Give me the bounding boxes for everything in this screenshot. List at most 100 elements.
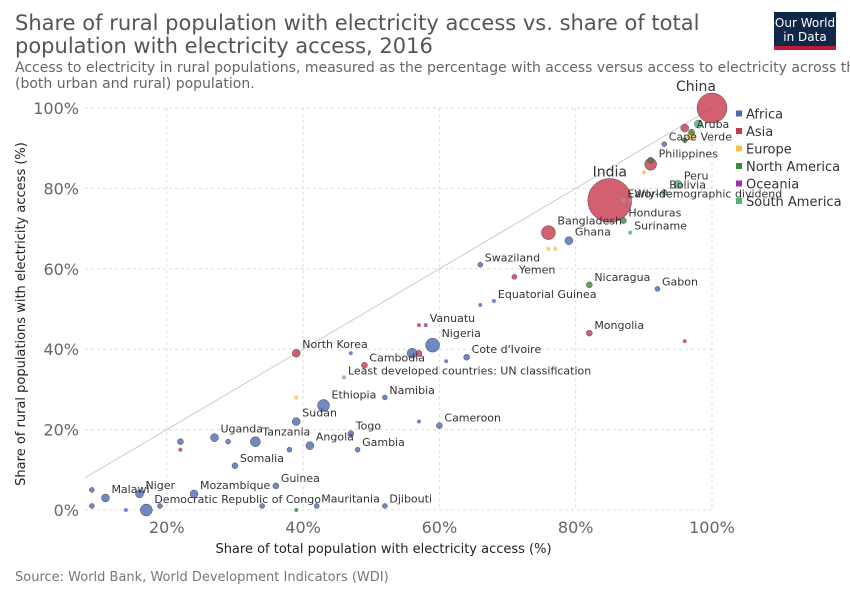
point-label: Nicaragua (594, 271, 650, 284)
point-label: Aruba (697, 118, 730, 131)
legend-swatch (736, 180, 742, 187)
data-point[interactable] (673, 180, 683, 189)
data-point[interactable] (696, 92, 728, 124)
data-point[interactable] (348, 351, 353, 356)
x-tick-label: 60% (422, 518, 458, 537)
point-label: Honduras (628, 207, 681, 220)
data-point[interactable] (101, 493, 110, 503)
legend-swatch (736, 163, 742, 169)
legend-item[interactable]: Europe (746, 143, 792, 158)
data-point[interactable] (647, 157, 654, 164)
data-point[interactable] (661, 141, 667, 147)
data-point[interactable] (294, 395, 299, 400)
x-tick-label: 20% (149, 518, 185, 537)
data-point[interactable] (292, 349, 301, 358)
chart-title: Share of rural population with electrici… (15, 11, 700, 58)
data-point[interactable] (511, 274, 518, 280)
legend-item[interactable]: Africa (746, 108, 783, 123)
legend-item[interactable]: South America (746, 195, 842, 210)
point-label: Somalia (240, 452, 284, 465)
data-point[interactable] (444, 359, 449, 364)
owid-logo[interactable]: Our World in Data (774, 12, 836, 50)
x-tick-label: 40% (285, 518, 321, 537)
data-point[interactable] (382, 503, 388, 509)
data-point[interactable] (140, 503, 153, 517)
data-point[interactable] (586, 281, 593, 289)
data-point[interactable] (305, 441, 315, 450)
data-point[interactable] (123, 508, 128, 512)
data-point[interactable] (682, 137, 688, 143)
data-point[interactable] (688, 128, 695, 136)
data-point[interactable] (564, 236, 574, 245)
data-point[interactable] (157, 503, 163, 509)
point-label: Ghana (575, 226, 611, 239)
data-point[interactable] (314, 503, 320, 509)
data-point[interactable] (641, 170, 646, 175)
point-label: Mongolia (594, 319, 644, 332)
data-point[interactable] (491, 298, 496, 303)
data-point[interactable] (628, 198, 633, 203)
data-point[interactable] (225, 438, 231, 445)
data-point[interactable] (354, 447, 361, 453)
data-point[interactable] (628, 230, 633, 235)
point-label: Least developed countries: UN classifica… (348, 364, 591, 377)
data-point[interactable] (586, 329, 593, 337)
point-label: India (593, 164, 627, 180)
data-point[interactable] (478, 302, 483, 307)
data-point[interactable] (189, 489, 199, 499)
data-point[interactable] (89, 503, 95, 509)
chart-subtitle: Access to electricity in rural populatio… (15, 60, 850, 92)
data-point[interactable] (436, 422, 443, 429)
data-point[interactable] (272, 482, 280, 490)
data-point[interactable] (661, 189, 668, 196)
data-point[interactable] (416, 419, 421, 424)
data-point[interactable] (415, 350, 423, 357)
y-tick-label: 0% (54, 501, 79, 520)
point-label: Niger (146, 479, 176, 492)
data-point[interactable] (135, 489, 144, 499)
data-point[interactable] (382, 394, 388, 401)
point-label: Gabon (662, 275, 698, 288)
data-point[interactable] (477, 262, 483, 268)
data-point[interactable] (286, 447, 293, 453)
point-label: Angola (316, 431, 354, 444)
point-label: Djibouti (389, 492, 432, 505)
point-label: Swaziland (485, 251, 540, 264)
data-point[interactable] (416, 323, 421, 328)
legend-item[interactable]: Asia (746, 125, 773, 140)
data-point[interactable] (423, 323, 428, 328)
data-point[interactable] (463, 354, 470, 361)
legend-item[interactable]: North America (746, 160, 840, 175)
data-point[interactable] (259, 503, 265, 509)
data-point[interactable] (341, 375, 346, 380)
point-label: Sudan (302, 407, 337, 420)
logo-line1: Our World (774, 16, 836, 30)
data-point[interactable] (294, 508, 299, 512)
data-point[interactable] (680, 123, 689, 133)
data-point[interactable] (620, 217, 627, 224)
point-label: Mauritania (321, 492, 380, 505)
data-point[interactable] (177, 438, 184, 445)
data-point[interactable] (553, 246, 558, 251)
data-point[interactable] (694, 119, 703, 129)
y-axis-title: Share of rural populations with electric… (14, 142, 29, 486)
data-point[interactable] (682, 339, 687, 344)
data-point[interactable] (292, 417, 301, 426)
data-point[interactable] (541, 225, 556, 240)
legend-item[interactable]: Oceania (746, 178, 799, 193)
data-point[interactable] (210, 433, 219, 442)
data-point[interactable] (178, 447, 183, 452)
data-point[interactable] (231, 462, 239, 469)
data-point[interactable] (425, 337, 440, 353)
data-point[interactable] (89, 487, 95, 493)
data-point[interactable] (317, 399, 330, 412)
data-point[interactable] (654, 286, 661, 292)
data-point[interactable] (347, 430, 354, 437)
data-point[interactable] (250, 436, 261, 447)
legend-swatch (736, 145, 742, 152)
data-point[interactable] (361, 362, 368, 369)
chart-subtitle-line1: Access to electricity in rural populatio… (15, 60, 850, 76)
data-point[interactable] (546, 246, 551, 251)
data-point[interactable] (621, 198, 626, 203)
